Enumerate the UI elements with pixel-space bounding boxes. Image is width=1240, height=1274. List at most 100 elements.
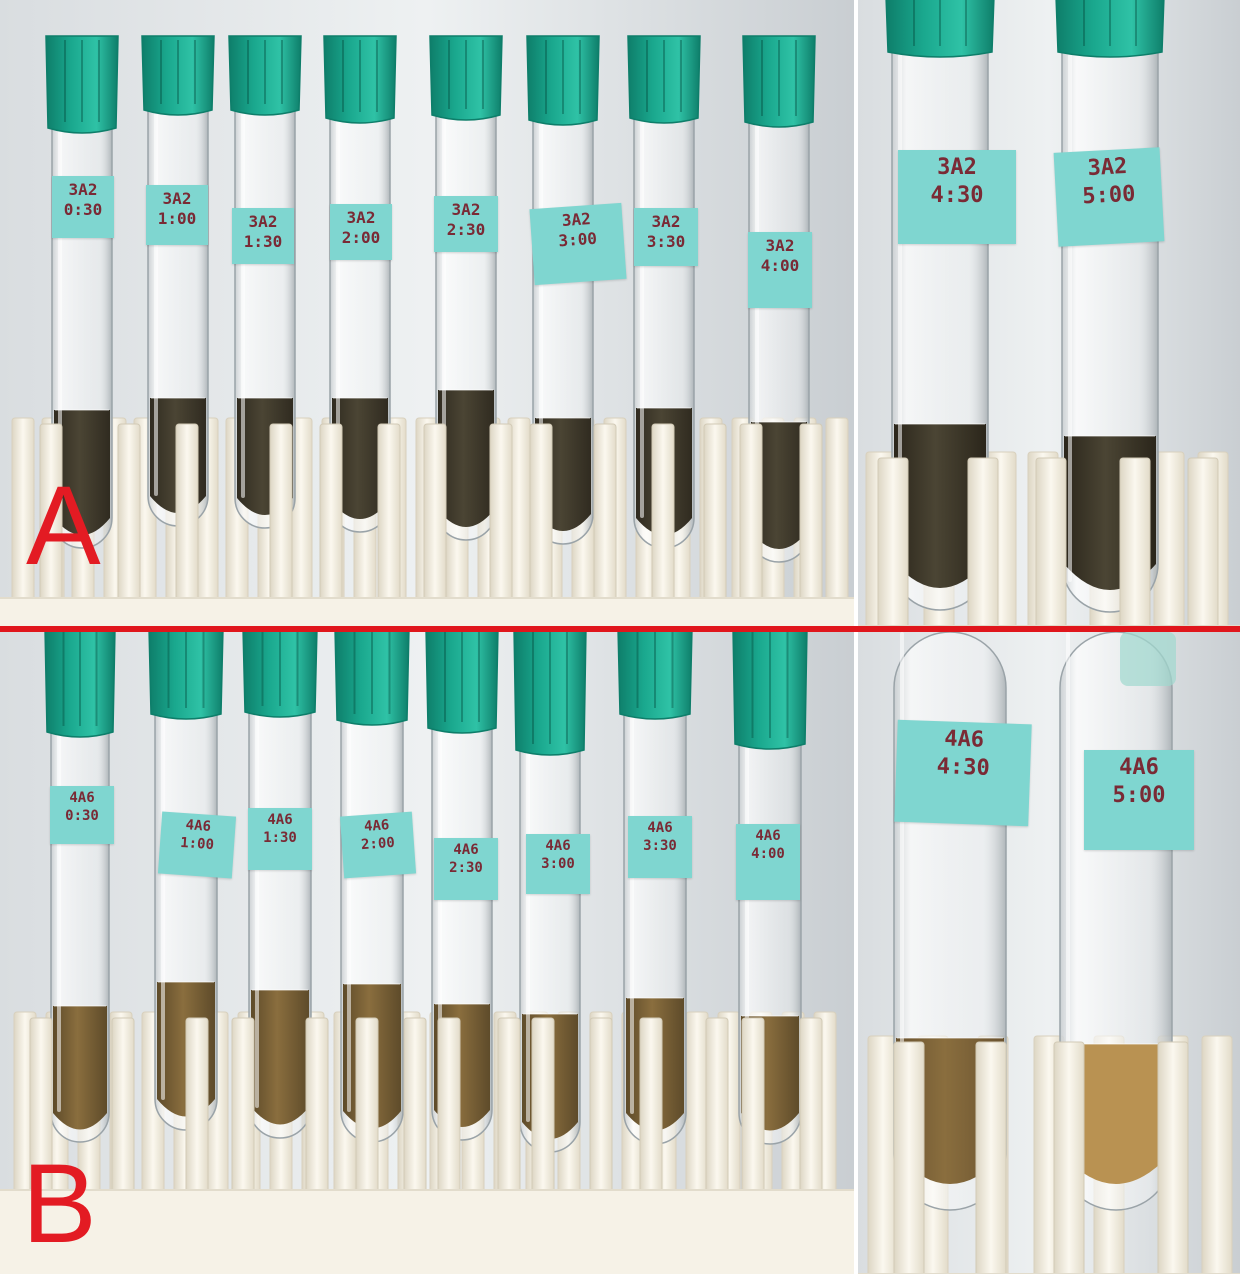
rack-peg-front — [185, 1017, 209, 1201]
tube-label-sample: 4A6 — [755, 828, 781, 844]
rack-peg-front — [739, 423, 763, 609]
liquid — [251, 990, 309, 1125]
tube-label-tape: 3A2 1:00 — [146, 185, 208, 245]
tube-label-tape: 3A2 0:30 — [52, 176, 114, 238]
tube-label-time: 3:30 — [643, 837, 677, 854]
tube-label-sample: 4A6 — [267, 812, 293, 828]
glass-highlight — [526, 750, 530, 1122]
tube-label-time: 4:00 — [751, 845, 785, 862]
panel-a-zoom-photo — [858, 0, 1240, 626]
rack-peg-front — [111, 1017, 135, 1201]
tube-label-tape: 3A2 2:30 — [434, 196, 498, 252]
glass-highlight — [154, 110, 158, 496]
tube-label-sample: 3A2 — [937, 155, 977, 180]
rack-peg-front — [489, 423, 513, 609]
tube-label-tape: 4A6 1:00 — [157, 811, 237, 879]
glass-highlight — [640, 118, 644, 518]
tube-label-tape: 4A6 4:00 — [736, 824, 800, 900]
rack-peg-front — [593, 423, 617, 609]
tube-label-sample: 3A2 — [346, 208, 376, 227]
liquid — [894, 424, 986, 588]
tube-label-tape: 4A6 0:30 — [50, 786, 114, 844]
tube-cap — [1120, 632, 1176, 686]
rack-peg-front — [437, 1017, 461, 1201]
liquid — [1062, 1044, 1170, 1184]
tube-label-tape: 4A6 1:30 — [248, 808, 312, 870]
rack-peg-front — [975, 1041, 1007, 1274]
tube-label-time: 1:00 — [179, 834, 215, 853]
glass-highlight — [438, 728, 442, 1110]
tube-cap — [617, 632, 693, 720]
panel-b-main: 4A6 0:30 4A6 1:00 4A6 1:30 4A6 2:00 4A6 2:30 4A6 3:… — [0, 632, 854, 1274]
tube-label-time: 0:30 — [63, 200, 103, 219]
rack-front — [0, 598, 854, 626]
tube-cap — [513, 632, 587, 756]
tube-label-sample: 3A2 — [651, 212, 681, 231]
rack-peg-front — [703, 423, 727, 609]
rack-peg-front — [967, 457, 999, 626]
liquid — [438, 390, 494, 527]
panel-b-letter: B — [22, 1141, 97, 1266]
rack-peg-front — [319, 423, 343, 609]
tube-label-tape: 4A6 3:30 — [628, 816, 692, 878]
tube-label-tape: 3A2 3:00 — [529, 202, 627, 286]
rack-peg — [825, 417, 849, 609]
rack-peg-front — [741, 1017, 765, 1201]
tube-cap — [44, 632, 116, 738]
panel-divider — [0, 626, 1240, 632]
rack-peg-front — [877, 457, 909, 626]
panel-b-zoom: 4A6 4:30 4A6 5:00 — [858, 632, 1240, 1274]
rack-peg-front — [893, 1041, 925, 1274]
glass-highlight — [630, 714, 634, 1114]
tube-cap — [425, 632, 499, 734]
tube-cap — [242, 632, 318, 718]
rack-peg-front — [305, 1017, 329, 1201]
tube-label-time: 1:30 — [243, 232, 283, 251]
panel-a-main: 3A2 0:30 3A2 1:00 3A2 1:30 3A2 2:00 3A2 2:30 3A2 3:… — [0, 0, 854, 626]
rack-peg-front — [269, 423, 293, 609]
tube-label-tape: 3A2 4:30 — [898, 150, 1016, 244]
tube-label-sample: 4A6 — [69, 790, 95, 806]
rack-peg-front — [799, 1017, 823, 1201]
tube-label-time: 4:30 — [936, 753, 991, 781]
tube-label-sample: 3A2 — [248, 212, 278, 231]
tube-cap — [526, 35, 600, 126]
tube-label-time: 0:30 — [65, 807, 99, 824]
tube-label-time: 2:00 — [341, 228, 381, 247]
tube-cap — [885, 0, 995, 58]
rack-peg-front — [531, 1017, 555, 1201]
rack-peg-front — [589, 1017, 613, 1201]
tube-label-tape: 3A2 4:00 — [748, 232, 812, 308]
tube-cap — [732, 632, 808, 750]
rack-peg-front — [1119, 457, 1151, 626]
tube-label-time: 3:00 — [541, 855, 575, 872]
tube-label-sample: 4A6 — [453, 842, 479, 858]
tube-label-tape: 3A2 3:30 — [634, 208, 698, 266]
tube-cap — [148, 632, 224, 720]
rack-peg-front — [529, 423, 553, 609]
panel-b-photo — [0, 632, 854, 1274]
glass-highlight — [347, 720, 351, 1112]
glass-highlight — [241, 110, 245, 498]
panel-a-letter: A — [26, 463, 101, 588]
panel-a-zoom: 3A2 4:30 3A2 5:00 — [858, 0, 1240, 626]
tube-label-sample: 3A2 — [765, 236, 795, 255]
tube-label-sample: 3A2 — [451, 200, 481, 219]
tube-label-sample: 3A2 — [162, 189, 192, 208]
glass-highlight — [161, 714, 165, 1100]
tube-cap — [742, 35, 816, 128]
tube-cap — [323, 35, 397, 124]
rack-peg-front — [117, 423, 141, 609]
rack-peg — [685, 1011, 709, 1201]
tube-label-time: 3:30 — [646, 232, 686, 251]
tube-label-sample: 3A2 — [68, 180, 98, 199]
tube-label-time: 1:00 — [157, 209, 197, 228]
tube-label-tape: 4A6 2:30 — [434, 838, 498, 900]
tube-label-time: 4:00 — [760, 256, 800, 275]
rack-peg-front — [1187, 457, 1219, 626]
rack-peg-front — [1035, 457, 1067, 626]
tube-label-tape: 3A2 5:00 — [1053, 147, 1165, 247]
tube-cap — [228, 35, 302, 116]
rack-peg-front — [1053, 1041, 1085, 1274]
tube-cap — [1055, 0, 1165, 58]
